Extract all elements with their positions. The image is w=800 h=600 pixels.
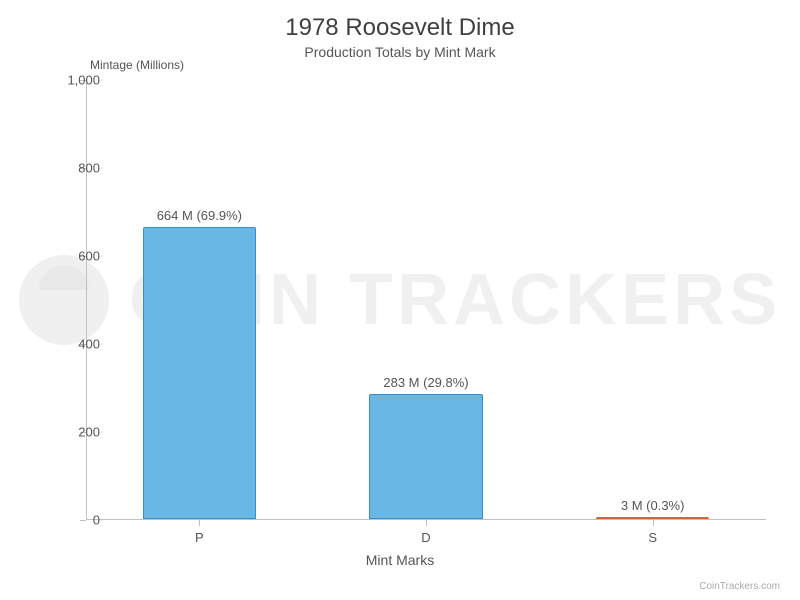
chart-title: 1978 Roosevelt Dime: [0, 0, 800, 42]
bar: [143, 227, 256, 519]
y-tick-label: 600: [40, 249, 100, 264]
bar: [596, 517, 709, 519]
bar-value-label: 283 M (29.8%): [383, 375, 468, 390]
bar-value-label: 664 M (69.9%): [157, 208, 242, 223]
y-tick-label: 1,000: [40, 73, 100, 88]
bar: [369, 394, 482, 519]
y-axis-label: Mintage (Millions): [90, 58, 184, 72]
y-axis-line: [86, 80, 87, 520]
bar-value-label: 3 M (0.3%): [621, 498, 685, 513]
x-tick: [199, 520, 200, 526]
x-tick: [653, 520, 654, 526]
x-tick-label: D: [421, 530, 430, 545]
x-tick: [426, 520, 427, 526]
x-tick-label: P: [195, 530, 204, 545]
x-tick-label: S: [648, 530, 657, 545]
plot-area: [86, 80, 766, 520]
y-tick-label: 200: [40, 425, 100, 440]
y-tick-label: 0: [40, 513, 100, 528]
chart-container: 1978 Roosevelt Dime Production Totals by…: [0, 0, 800, 600]
credit-text: CoinTrackers.com: [699, 581, 780, 592]
y-tick-label: 800: [40, 161, 100, 176]
y-tick-label: 400: [40, 337, 100, 352]
x-axis-title: Mint Marks: [366, 552, 434, 568]
